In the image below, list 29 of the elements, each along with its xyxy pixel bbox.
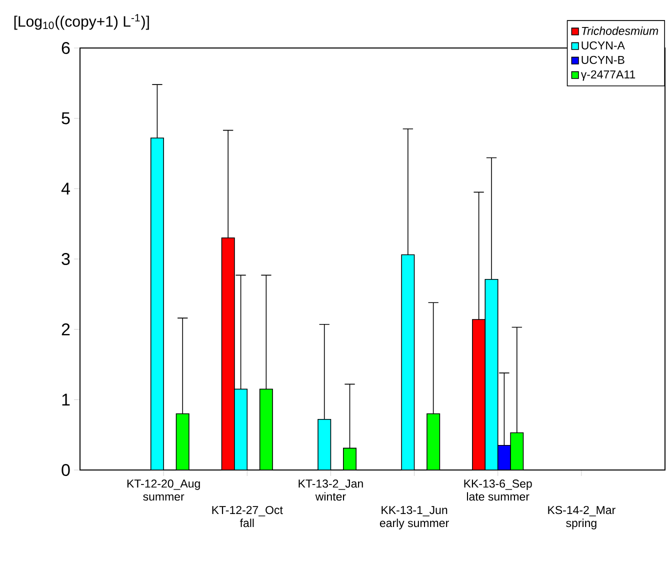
x-tick-label: KT-12-20_Aug summer: [127, 480, 200, 501]
bar: [510, 432, 524, 470]
bar: [484, 278, 498, 470]
bar: [472, 319, 486, 470]
bar: [318, 418, 332, 470]
x-tick-label: KT-12-27_Oct fall: [212, 506, 283, 528]
y-tick-label: 3: [62, 252, 70, 266]
bar: [401, 254, 415, 470]
y-tick-label: 6: [62, 42, 70, 54]
bar: [221, 238, 235, 470]
legend-label: UCYN-B: [582, 56, 624, 64]
bar: [259, 388, 273, 470]
y-tick-label: 1: [62, 394, 70, 406]
y-tick-label: 2: [62, 323, 70, 336]
x-tick-label: KT-13-2_Jan winter: [298, 480, 363, 501]
legend-label: Trichodesmium: [582, 26, 658, 35]
y-tick-label: 4: [61, 182, 70, 195]
legend-label: γ-2477A11: [580, 70, 636, 81]
x-tick-label: KS-14-2_Mar spring: [548, 506, 616, 530]
bar: [426, 413, 440, 470]
x-tick-label: KK-13-6_Sep late summer: [464, 480, 532, 501]
x-tick-label: KK-13-1_Jun early summer: [380, 506, 449, 530]
bar: [150, 138, 164, 470]
bar: [176, 413, 190, 470]
legend-label: UCYN-A: [582, 41, 625, 50]
y-axis-title: [Log$_{10}$((copy+1) L$^{-1}$)]: [14, 14, 149, 30]
y-tick-label: 0: [62, 464, 70, 476]
bar: [234, 388, 248, 470]
y-tick-label: 5: [62, 112, 70, 124]
